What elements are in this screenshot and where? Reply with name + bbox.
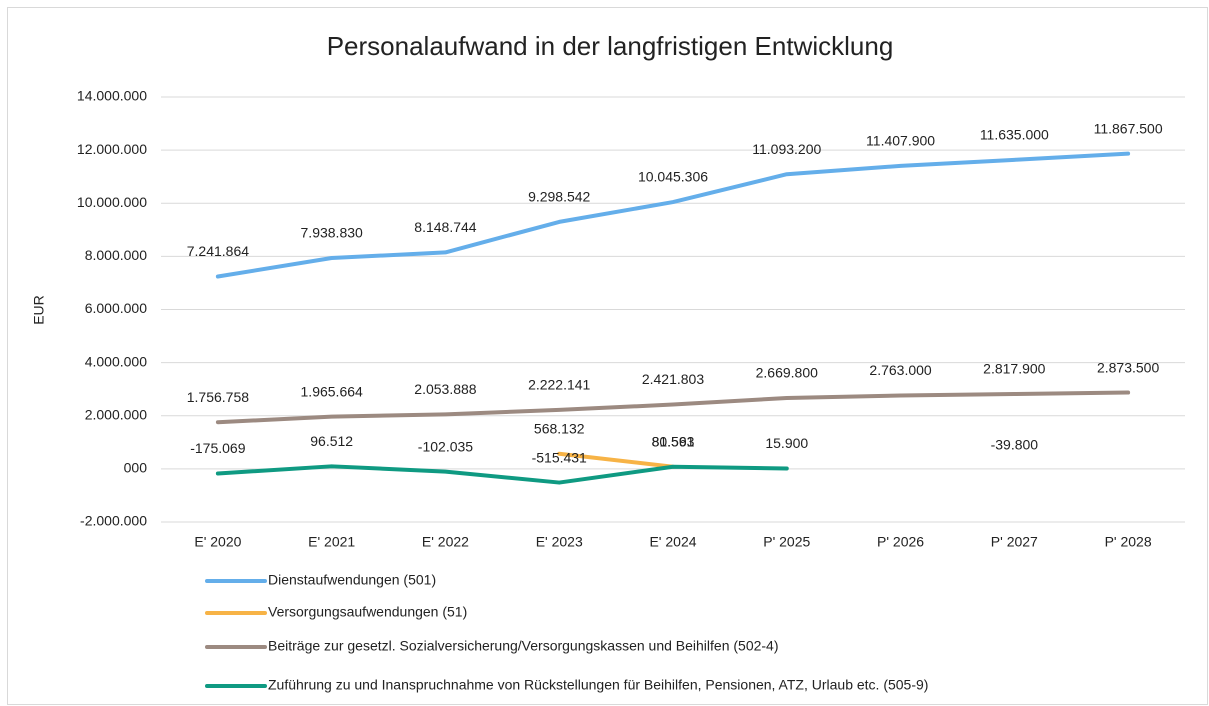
data-label: 2.222.141 <box>528 377 590 393</box>
x-tick-label: E' 2021 <box>308 534 355 550</box>
y-tick-label: -2.000.000 <box>80 513 147 529</box>
data-label: 2.669.800 <box>756 365 818 381</box>
data-label: 15.900 <box>765 435 808 451</box>
data-label: 1.965.664 <box>301 383 363 399</box>
series-line <box>215 151 1131 279</box>
y-tick-label: 4.000.000 <box>85 353 147 369</box>
y-tick-label: 000 <box>124 460 148 476</box>
data-label: 11.093.200 <box>752 141 821 157</box>
y-tick-label: 14.000.000 <box>77 88 147 104</box>
y-tick-label: 12.000.000 <box>77 141 147 157</box>
legend-label: Zuführung zu und Inanspruchnahme von Rüc… <box>268 677 928 693</box>
data-label: 568.132 <box>534 420 585 436</box>
data-label: 9.298.542 <box>528 189 590 205</box>
x-tick-label: E' 2020 <box>194 534 241 550</box>
x-tick-label: E' 2022 <box>422 534 469 550</box>
chart-title: Personalaufwand in der langfristigen Ent… <box>327 31 894 61</box>
data-label: 2.053.888 <box>414 381 476 397</box>
data-label: 2.817.900 <box>983 361 1045 377</box>
data-label: 7.938.830 <box>301 225 363 241</box>
x-tick-label: E' 2023 <box>536 534 583 550</box>
data-label: 8.148.744 <box>414 219 476 235</box>
data-label: 10.045.306 <box>638 169 708 185</box>
x-tick-label: P' 2027 <box>991 534 1038 550</box>
chart-frame <box>7 7 1208 705</box>
data-label: 81.561 <box>652 433 695 449</box>
x-tick-label: E' 2024 <box>649 534 696 550</box>
series-line <box>557 451 675 469</box>
data-label: 96.512 <box>310 433 353 449</box>
y-tick-label: 10.000.000 <box>77 194 147 210</box>
series-line <box>215 390 1131 425</box>
data-label: 11.867.500 <box>1094 120 1163 136</box>
legend-label: Dienstaufwendungen (501) <box>268 572 436 588</box>
data-label: -175.069 <box>190 440 245 456</box>
y-axis-label: EUR <box>31 295 47 325</box>
data-label: 2.421.803 <box>642 371 704 387</box>
data-label: 11.635.000 <box>980 127 1049 143</box>
data-label: 2.763.000 <box>869 362 931 378</box>
data-label: 11.407.900 <box>866 133 935 149</box>
x-tick-label: P' 2025 <box>763 534 810 550</box>
data-label: -102.035 <box>418 438 473 454</box>
x-tick-label: P' 2026 <box>877 534 924 550</box>
x-tick-label: P' 2028 <box>1105 534 1152 550</box>
legend-label: Versorgungsaufwendungen (51) <box>268 604 467 620</box>
y-tick-label: 6.000.000 <box>85 300 147 316</box>
legend-label: Beiträge zur gesetzl. Sozialversicherung… <box>268 638 779 654</box>
data-label: 7.241.864 <box>187 243 249 259</box>
data-label: 80.593 <box>652 433 695 449</box>
data-label: -39.800 <box>991 437 1039 453</box>
y-tick-label: 8.000.000 <box>85 247 147 263</box>
y-tick-label: 2.000.000 <box>85 406 147 422</box>
data-label: -515.431 <box>532 449 587 465</box>
data-label: 2.873.500 <box>1097 359 1159 375</box>
data-label: 1.756.758 <box>187 389 249 405</box>
